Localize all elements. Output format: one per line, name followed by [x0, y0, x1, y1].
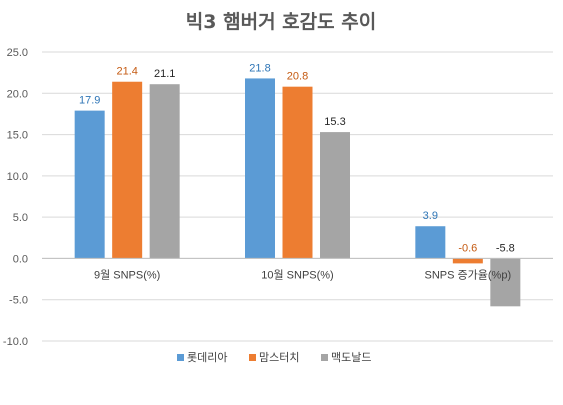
legend-swatch [177, 354, 184, 361]
bar [415, 226, 446, 259]
y-axis-ticks: 25.0 20.0 15.0 10.0 5.0 0.0 -5.0 -10.0 [3, 47, 28, 348]
data-label: -5.8 [496, 242, 515, 254]
y-tick-label: 10.0 [7, 171, 28, 183]
y-tick-label: 25.0 [7, 47, 28, 59]
y-tick-label: 15.0 [7, 130, 28, 142]
legend-swatch [249, 354, 256, 361]
data-label: 21.8 [249, 62, 270, 74]
data-label: -0.6 [458, 242, 477, 254]
data-labels: 17.9 21.4 21.1 21.8 20.8 15.3 3.9 -0.6 -5.8 [79, 62, 515, 254]
y-tick-label: 0.0 [13, 253, 28, 265]
bar [74, 110, 105, 259]
legend-label: 롯데리아 [187, 351, 227, 364]
data-label: 3.9 [423, 210, 438, 222]
y-tick-label: -5.0 [9, 295, 28, 307]
category-label: 9월 SNPS(%) [94, 268, 160, 281]
bar [149, 84, 180, 259]
chart-title: 빅3 햄버거 호감도 추이 [186, 11, 376, 33]
bar [112, 81, 143, 259]
y-tick-label: 20.0 [7, 88, 28, 100]
data-label: 21.1 [154, 68, 175, 80]
category-label: 10월 SNPS(%) [261, 268, 333, 281]
bar [282, 86, 313, 259]
bars [74, 78, 521, 307]
category-label: SNPS 증가율(%p) [425, 268, 512, 281]
legend: 롯데리아 맘스터치 맥도날드 [177, 351, 371, 364]
bar [490, 258, 521, 307]
bar [452, 258, 483, 264]
data-label: 15.3 [324, 116, 345, 128]
legend-swatch [321, 354, 328, 361]
y-tick-label: -10.0 [3, 336, 28, 348]
data-label: 17.9 [79, 95, 100, 107]
bar [245, 78, 275, 259]
y-tick-label: 5.0 [13, 212, 28, 224]
data-label: 21.4 [116, 66, 137, 78]
bar [320, 132, 350, 259]
legend-label: 맘스터치 [259, 351, 299, 364]
category-labels: 9월 SNPS(%) 10월 SNPS(%) SNPS 증가율(%p) [94, 268, 511, 281]
legend-label: 맥도날드 [331, 351, 371, 364]
data-label: 20.8 [287, 71, 308, 83]
